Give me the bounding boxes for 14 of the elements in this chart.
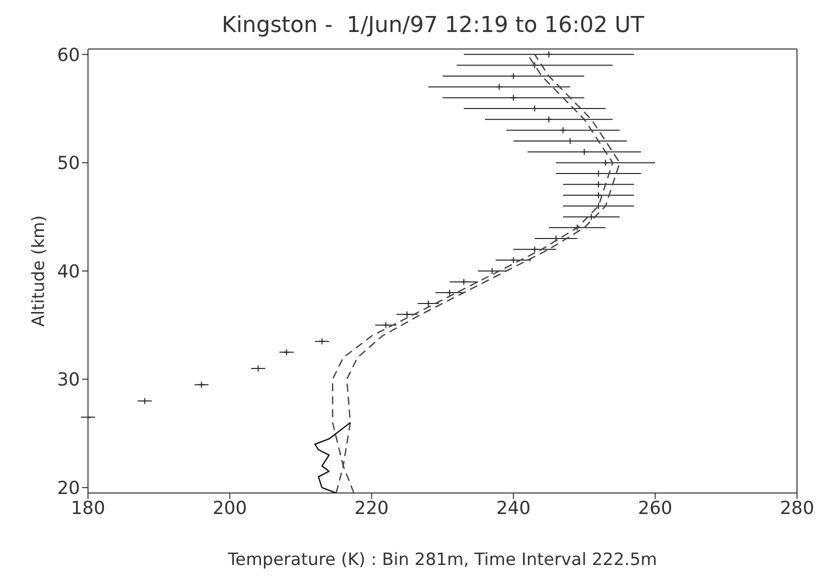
y-tick-label: 40 (57, 261, 80, 282)
x-tick-label: 240 (496, 498, 531, 519)
y-tick-label: 50 (57, 153, 80, 174)
y-tick-label: 20 (57, 478, 80, 499)
x-tick-label: 180 (70, 498, 106, 519)
y-tick-label: 30 (57, 370, 80, 391)
chart-title: Kingston - 1/Jun/97 12:19 to 16:02 UT (222, 13, 645, 38)
x-axis-title: Temperature (K) : Bin 281m, Time Interval 222.5m (226, 550, 658, 570)
x-tick-label: 220 (354, 498, 389, 519)
x-tick-label: 260 (638, 498, 672, 519)
y-axis-title: Altitude (km) (29, 215, 50, 327)
x-tick-label: 200 (212, 498, 247, 519)
y-tick-label: 60 (57, 44, 80, 66)
x-tick-label: 280 (780, 498, 814, 519)
